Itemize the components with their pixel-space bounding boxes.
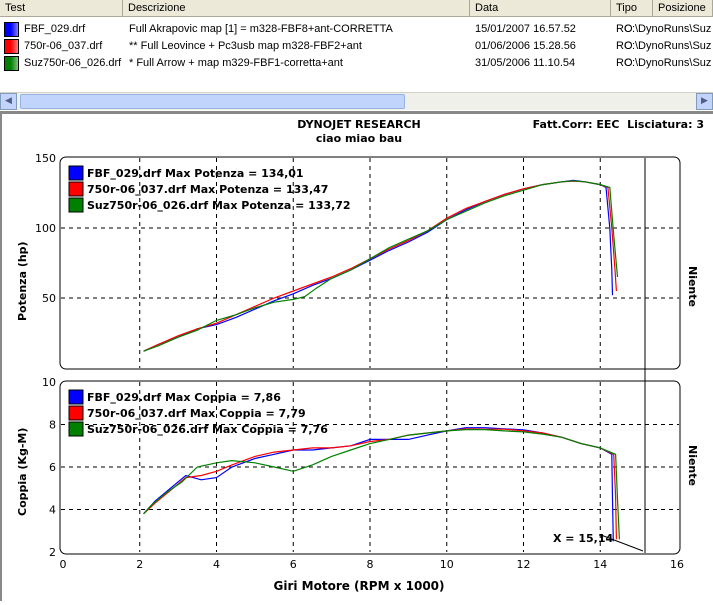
power-grid [61,158,679,368]
series-line [143,429,620,540]
cell-tipo: RO [616,40,633,52]
x-tick-label: 14 [593,558,607,571]
cell-tipo: RO [616,23,633,35]
dyno-chart: DYNOJET RESEARCH ciao miao bau Fatt.Corr… [16,118,704,593]
torque-series [143,427,620,542]
cursor-pointer [600,534,644,552]
y-tick-label: 10 [42,376,56,389]
x-tick-label: 16 [670,558,684,571]
legend-entry: FBF_029.drf Max Potenza = 134,01 [87,167,304,180]
run-color-swatch [4,22,19,37]
torque-legend: FBF_029.drf Max Coppia = 7,86 750r-06_037… [68,389,328,437]
x-tick-label: 6 [290,558,297,571]
power-y-label: Potenza (hp) [16,241,29,321]
legend-swatch [68,197,84,213]
power-legend: FBF_029.drf Max Potenza = 134,01 750r-06_… [68,165,351,213]
torque-y-ticks: 2 4 6 8 10 [42,376,56,559]
power-y-ticks: 50 100 150 [35,152,56,305]
legend-entry: FBF_029.drf Max Coppia = 7,86 [87,391,281,404]
scrollbar-thumb[interactable] [20,94,405,109]
cell-posizione: C:\DynoRuns\Suz [624,23,712,35]
legend-swatch [68,421,84,437]
y-tick-label: 50 [42,292,56,305]
power-side-label: Niente [686,266,699,307]
run-list-panel: Test Descrizione Data Tipo Posizione FBF… [0,0,713,113]
cell-posizione: C:\DynoRuns\Suz [624,40,712,52]
cell-data: 15/01/2007 16.57.52 [475,23,576,35]
cell-posizione: C:\DynoRuns\Suz [624,57,712,69]
x-tick-label: 2 [136,558,143,571]
run-color-swatch [4,56,19,71]
cursor-readout: X = 15,14 [553,532,613,545]
legend-swatch [68,165,84,181]
table-row[interactable]: 750r-06_037.drf ** Full Leovince + Pc3us… [0,38,713,55]
legend-swatch [68,389,84,405]
power-series [143,179,619,352]
chart-title: DYNOJET RESEARCH [297,118,420,131]
torque-side-label: Niente [686,445,699,486]
legend-swatch [68,405,84,421]
horizontal-scrollbar[interactable]: ◀ ▶ [0,92,713,110]
scroll-left-button[interactable]: ◀ [0,93,17,110]
x-tick-label: 4 [213,558,220,571]
correction-info: Fatt.Corr: EEC Lisciatura: 3 [533,118,704,131]
cell-descrizione: ** Full Leovince + Pc3usb map m328-FBF2+… [129,40,362,52]
column-header-descrizione[interactable]: Descrizione [123,0,470,17]
run-color-swatch [4,39,19,54]
legend-entry: Suz750r-06_026.drf Max Coppia = 7,76 [87,423,328,436]
y-tick-label: 2 [49,546,56,559]
y-tick-label: 100 [35,222,56,235]
legend-entry: 750r-06_037.drf Max Coppia = 7,79 [87,407,306,420]
chevron-right-icon: ▶ [701,96,708,106]
cell-tipo: RO [616,57,633,69]
x-tick-label: 0 [60,558,67,571]
column-header-data[interactable]: Data [470,0,611,17]
cell-test: 750r-06_037.drf [24,40,103,52]
legend-swatch [68,181,84,197]
cell-descrizione: Full Akrapovic map [1] = m328-FBF8+ant-C… [129,23,393,35]
dyno-chart-area: DYNOJET RESEARCH ciao miao bau Fatt.Corr… [0,113,713,601]
cell-data: 31/05/2006 11.10.54 [475,57,576,69]
chevron-left-icon: ◀ [5,96,12,106]
torque-grid [61,382,679,552]
scroll-right-button[interactable]: ▶ [696,93,713,110]
cell-test: FBF_029.drf [24,23,86,35]
series-line [143,180,619,352]
legend-entry: Suz750r-06_026.drf Max Potenza = 133,72 [87,199,351,212]
table-row[interactable]: FBF_029.drf Full Akrapovic map [1] = m32… [0,21,713,38]
x-axis-label: Giri Motore (RPM x 1000) [273,579,444,593]
rpm-x-ticks: 0 2 4 6 8 10 12 14 16 [60,558,685,571]
table-row[interactable]: Suz750r-06_026.drf * Full Arrow + map m3… [0,55,713,72]
cell-test: Suz750r-06_026.drf [24,57,122,69]
legend-entry: 750r-06_037.drf Max Potenza = 133,47 [87,183,328,196]
column-header-tipo[interactable]: Tipo [611,0,653,17]
y-tick-label: 6 [49,461,56,474]
y-tick-label: 8 [49,419,56,432]
y-tick-label: 4 [49,504,56,517]
column-header-posizione[interactable]: Posizione [653,0,713,17]
x-tick-label: 8 [367,558,374,571]
column-header-test[interactable]: Test [0,0,123,17]
y-tick-label: 150 [35,152,56,165]
cell-descrizione: * Full Arrow + map m329-FBF1-corretta+an… [129,57,343,69]
x-tick-label: 10 [440,558,454,571]
cell-data: 01/06/2006 15.28.56 [475,40,576,52]
x-tick-label: 12 [517,558,531,571]
torque-y-label: Coppia (Kg-M) [16,428,29,516]
chart-subtitle: ciao miao bau [316,132,402,145]
